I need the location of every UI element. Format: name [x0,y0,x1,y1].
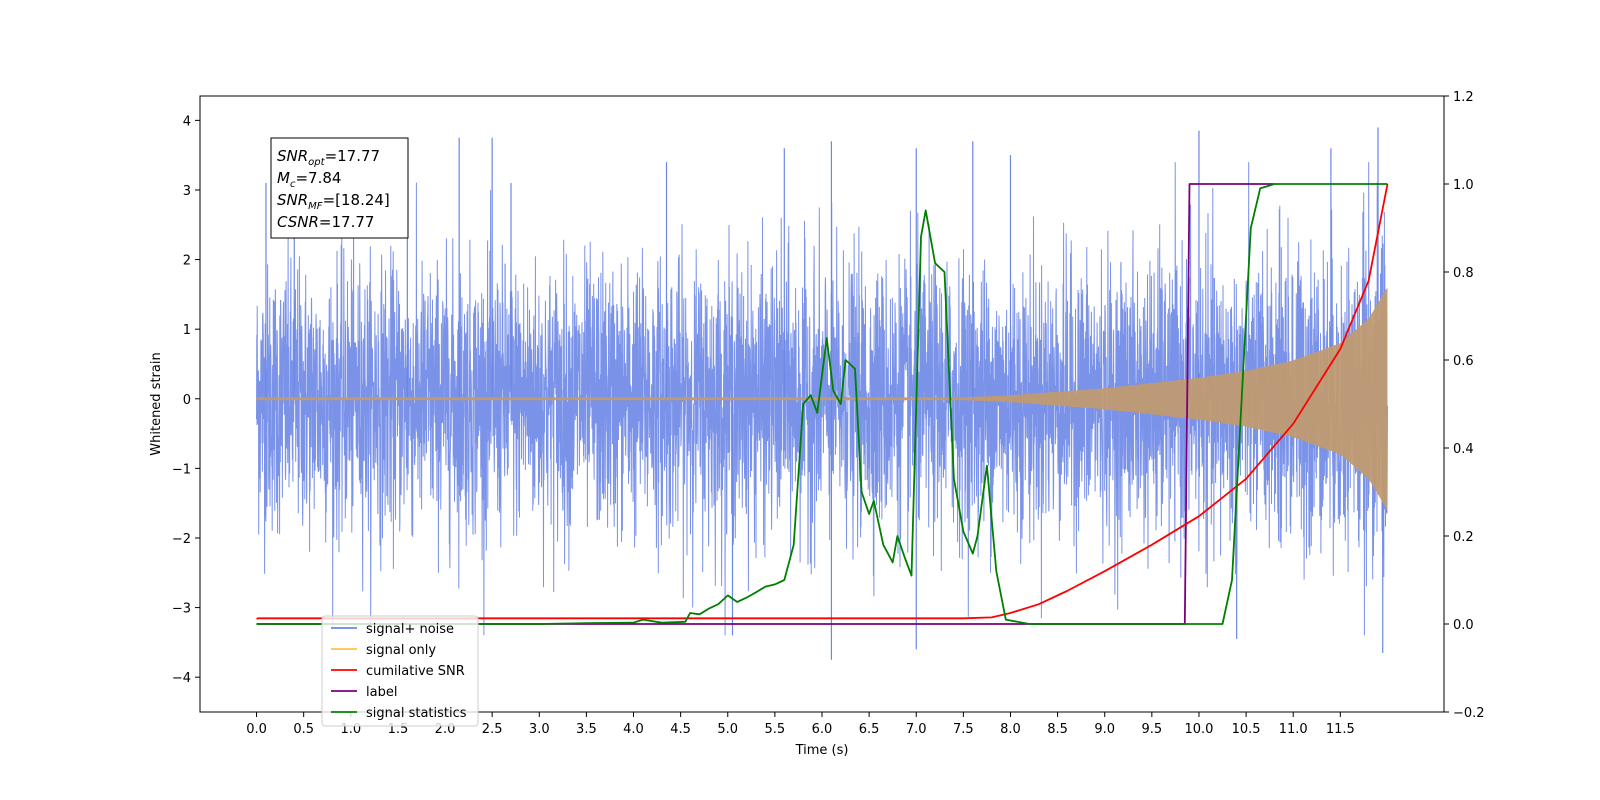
y-tick-label: −1 [172,462,191,477]
annotation-symbol: CSNR [277,213,319,231]
noise-trace [256,162,1388,636]
x-axis: 0.0 0.5 1.0 1.5 2.0 2.5 3.0 3.5 4.0 4.5 5.0 5.5 6.0 6… [246,712,1355,737]
legend-label: signal+ noise [366,622,454,637]
y-axis-right: −0.2 0.0 0.2 0.4 0.6 0.8 1.0 1.2 [1444,90,1485,721]
annotation-value: =17.77 [319,213,375,231]
x-tick-label: 11.0 [1279,722,1308,737]
annotation-frame [270,137,409,239]
x-tick-label: 9.0 [1094,722,1115,737]
y-axis-label: Whitened strain [149,352,164,455]
x-tick-label: 5.5 [765,722,786,737]
signal-series-layer [256,287,1388,511]
annotation-line: SNRopt=17.77 [277,147,380,168]
legend-label: signal statistics [366,706,467,721]
x-tick-label: 10.0 [1184,722,1213,737]
annotation-symbol: SNR [277,147,308,165]
y2-tick-label: 0.2 [1453,530,1474,545]
x-tick-label: 7.0 [906,722,927,737]
legend-label: signal only [366,643,436,658]
annotation-line: CSNR=17.77 [277,213,374,231]
y2-tick-label: 0.8 [1453,266,1474,281]
x-tick-label: 7.5 [953,722,974,737]
y2-tick-label: −0.2 [1453,706,1485,721]
snr-annotation-box: SNRopt=17.77Mc=7.84SNRMF=[18.24]CSNR=17.… [270,137,409,239]
x-tick-label: 6.5 [859,722,880,737]
y-tick-label: 4 [183,114,191,129]
x-tick-label: 5.0 [717,722,738,737]
label-line [256,183,1275,625]
y-tick-label: −2 [172,532,191,547]
x-tick-label: 3.5 [576,722,597,737]
x-tick-label: 10.5 [1232,722,1261,737]
annotation-value: =[18.24] [323,191,390,209]
noise-series-layer [256,127,1388,660]
annotation-subscript: c [290,179,296,190]
y2-tick-label: 0.6 [1453,354,1474,369]
x-tick-label: 0.0 [246,722,267,737]
x-tick-label: 9.5 [1142,722,1163,737]
x-axis-label: Time (s) [795,743,849,758]
y2-tick-label: 0.4 [1453,442,1474,457]
annotation-symbol: M [277,169,290,187]
y-tick-label: 3 [183,184,191,199]
signal-statistics-line [256,183,1388,625]
x-tick-label: 8.5 [1047,722,1068,737]
x-tick-label: 0.5 [293,722,314,737]
y-tick-label: −4 [172,671,191,686]
x-tick-label: 3.0 [529,722,550,737]
annotation-subscript: MF [308,201,323,212]
y-tick-label: 0 [183,393,191,408]
annotation-value: =17.77 [325,147,381,165]
annotation-subscript: opt [308,157,325,168]
x-tick-label: 4.0 [623,722,644,737]
annotation-line: SNRMF=[18.24] [277,191,390,212]
x-tick-label: 8.0 [1000,722,1021,737]
legend: signal+ noise signal only cumilative SNR la… [321,615,479,727]
annotation-symbol: SNR [277,191,308,209]
y-tick-label: 2 [183,254,191,269]
x-tick-label: 6.0 [812,722,833,737]
y2-tick-label: 1.2 [1453,90,1474,105]
annotation-line: Mc=7.84 [277,169,341,190]
y-tick-label: −3 [172,602,191,617]
legend-label: label [366,685,397,700]
y-axis-left: −4 −3 −2 −1 0 1 2 3 4 [172,114,200,686]
y2-tick-label: 0.0 [1453,618,1474,633]
legend-label: cumilative SNR [366,664,465,679]
cumulative-snr-line [256,183,1389,620]
legend-frame [321,615,479,727]
line-series-layer [256,183,1389,625]
x-tick-label: 11.5 [1326,722,1355,737]
annotation-value: =7.84 [295,169,341,187]
x-tick-label: 4.5 [670,722,691,737]
x-tick-label: 2.5 [482,722,503,737]
y2-tick-label: 1.0 [1453,178,1474,193]
y-tick-label: 1 [183,323,191,338]
